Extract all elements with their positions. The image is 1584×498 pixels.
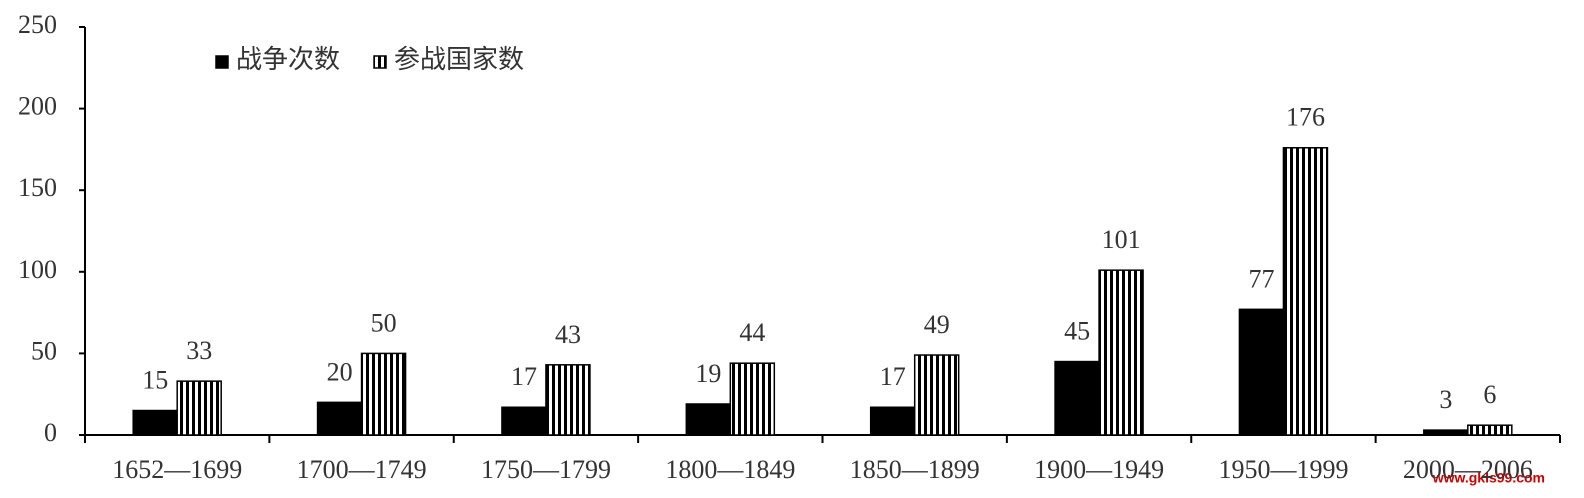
x-tick-label: 1950—1999 — [1218, 455, 1348, 484]
x-tick-label: 1750—1799 — [481, 455, 611, 484]
value-label: 43 — [555, 320, 581, 349]
y-tick-label: 150 — [18, 173, 57, 202]
value-label: 101 — [1102, 225, 1141, 254]
value-label: 176 — [1286, 103, 1325, 132]
value-label: 20 — [327, 357, 353, 386]
bar — [360, 352, 407, 436]
value-label: 49 — [924, 310, 950, 339]
value-label: 77 — [1248, 264, 1274, 293]
bar — [176, 380, 222, 436]
value-label: 15 — [142, 365, 168, 394]
x-tick-label: 1850—1899 — [850, 455, 980, 484]
bar — [545, 364, 591, 436]
bar — [869, 406, 916, 436]
bar — [1467, 424, 1513, 436]
y-tick-label: 250 — [18, 10, 57, 39]
value-label: 6 — [1483, 380, 1496, 409]
y-tick-label: 50 — [31, 336, 57, 365]
value-label: 3 — [1439, 385, 1452, 414]
bar — [1098, 269, 1144, 436]
value-label: 50 — [371, 308, 397, 337]
legend-label: 参战国家数 — [394, 45, 524, 74]
legend-swatch — [373, 55, 387, 69]
bar — [501, 406, 547, 436]
watermark: www.gkls99.com — [1432, 470, 1545, 486]
value-label: 33 — [186, 336, 212, 365]
value-label: 17 — [880, 362, 906, 391]
bar — [729, 362, 776, 436]
x-tick-label: 1652—1699 — [112, 455, 242, 484]
value-label: 19 — [695, 359, 721, 388]
bar — [1238, 308, 1285, 436]
bar — [1282, 147, 1329, 436]
bar — [685, 403, 732, 436]
legend-label: 战争次数 — [236, 45, 340, 74]
value-label: 44 — [739, 318, 765, 347]
value-label: 45 — [1064, 317, 1090, 346]
y-tick-label: 100 — [18, 255, 57, 284]
x-tick-label: 1700—1749 — [297, 455, 427, 484]
bar — [1423, 429, 1469, 436]
value-label: 17 — [511, 362, 537, 391]
x-tick-label: 2000—2006 — [1403, 455, 1533, 484]
x-tick-label: 1800—1849 — [665, 455, 795, 484]
bar — [132, 409, 178, 436]
bar — [316, 401, 363, 436]
y-tick-label: 0 — [44, 418, 57, 447]
y-tick-label: 200 — [18, 92, 57, 121]
bar — [913, 354, 960, 436]
legend-swatch — [215, 55, 229, 69]
bar — [1054, 360, 1100, 436]
x-tick-label: 1900—1949 — [1034, 455, 1164, 484]
